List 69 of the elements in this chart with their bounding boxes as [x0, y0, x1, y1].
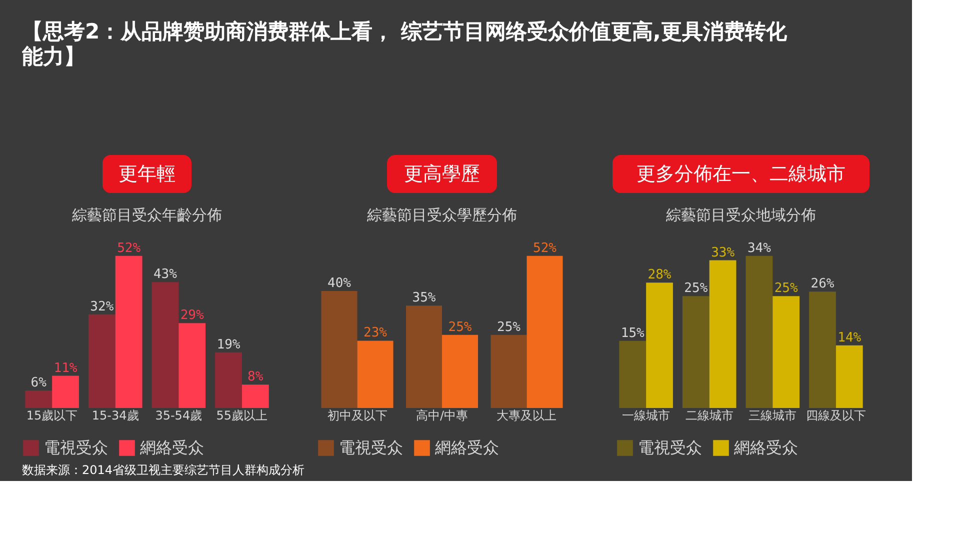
- data-label: 32%: [90, 299, 114, 314]
- bar: [406, 306, 442, 408]
- x-tick-label: 高中/中專: [416, 408, 468, 422]
- x-tick-label: 二線城市: [685, 408, 734, 422]
- bar: [619, 340, 646, 408]
- chart-title: 綜藝節目受众年齡分佈: [71, 206, 222, 224]
- data-label: 14%: [838, 330, 862, 346]
- bar: [215, 352, 242, 408]
- bar: [357, 340, 394, 408]
- data-label: 25%: [684, 281, 708, 296]
- data-label: 40%: [328, 276, 352, 291]
- bar: [115, 256, 142, 408]
- data-label: 25%: [774, 281, 798, 296]
- bar: [809, 292, 836, 408]
- x-tick-label: 大專及以上: [496, 408, 557, 422]
- data-label: 34%: [747, 240, 772, 256]
- data-label: 52%: [533, 240, 557, 256]
- data-label: 26%: [810, 276, 834, 292]
- bar: [321, 290, 358, 408]
- data-label: 28%: [648, 268, 672, 283]
- x-tick-label: 一線城市: [622, 408, 670, 422]
- bar: [646, 282, 673, 408]
- chart-title: 綜藝節目受众學歷分佈: [366, 206, 517, 224]
- bar: [772, 296, 800, 408]
- data-label: 19%: [216, 337, 240, 352]
- source-note: 数据来源：2014省级卫视主要综艺节目人群构成分析: [22, 463, 305, 477]
- bar: [88, 314, 116, 408]
- legend-label: 網絡受众: [733, 438, 798, 457]
- x-tick-label: 三線城市: [748, 408, 797, 422]
- bar: [709, 260, 736, 408]
- x-tick-label: 四線及以下: [806, 408, 866, 422]
- bar: [526, 256, 563, 408]
- data-label: 8%: [248, 370, 264, 385]
- bar: [52, 376, 79, 408]
- data-label: 6%: [30, 375, 47, 390]
- bar: [178, 323, 206, 408]
- data-label: 25%: [448, 320, 472, 335]
- bar: [442, 334, 478, 408]
- data-label: 43%: [153, 267, 178, 282]
- data-label: 52%: [117, 240, 141, 256]
- data-label: 33%: [711, 245, 735, 260]
- legend-label: 電視受众: [44, 438, 108, 457]
- chart-subtitle: 更多分佈在一、二線城市: [636, 163, 846, 185]
- bar: [25, 390, 52, 408]
- text: 【思考2：从品牌赞助商消费群体上看， 综艺节目网络受众价值更高,更具消费转化能力】: [22, 20, 788, 68]
- bar: [836, 345, 863, 408]
- legend-label: 電視受众: [339, 438, 403, 457]
- data-label: 29%: [180, 308, 204, 324]
- bar: [490, 334, 527, 408]
- bar: [682, 296, 710, 408]
- x-tick-label: 初中及以下: [327, 408, 388, 422]
- x-tick-label: 55歲以上: [216, 408, 268, 422]
- data-label: 23%: [364, 326, 388, 341]
- chart-title: 綜藝節目受众地域分佈: [665, 206, 816, 224]
- legend-label: 網絡受众: [139, 438, 204, 457]
- data-label: 25%: [496, 320, 521, 335]
- chart-subtitle: 更高學歷: [404, 163, 480, 185]
- chart-subtitle: 更年輕: [118, 163, 176, 185]
- data-label: 15%: [620, 326, 645, 341]
- bar: [152, 282, 179, 408]
- bar: [746, 256, 773, 408]
- x-tick-label: 15-34歲: [92, 408, 139, 422]
- x-tick-label: 15歲以下: [26, 408, 78, 422]
- data-label: 11%: [54, 360, 78, 376]
- x-tick-label: 35-54歲: [155, 408, 202, 422]
- data-label: 35%: [412, 290, 436, 306]
- bar: [242, 384, 269, 408]
- legend-label: 網絡受众: [434, 438, 499, 457]
- legend-label: 電視受众: [638, 438, 702, 457]
